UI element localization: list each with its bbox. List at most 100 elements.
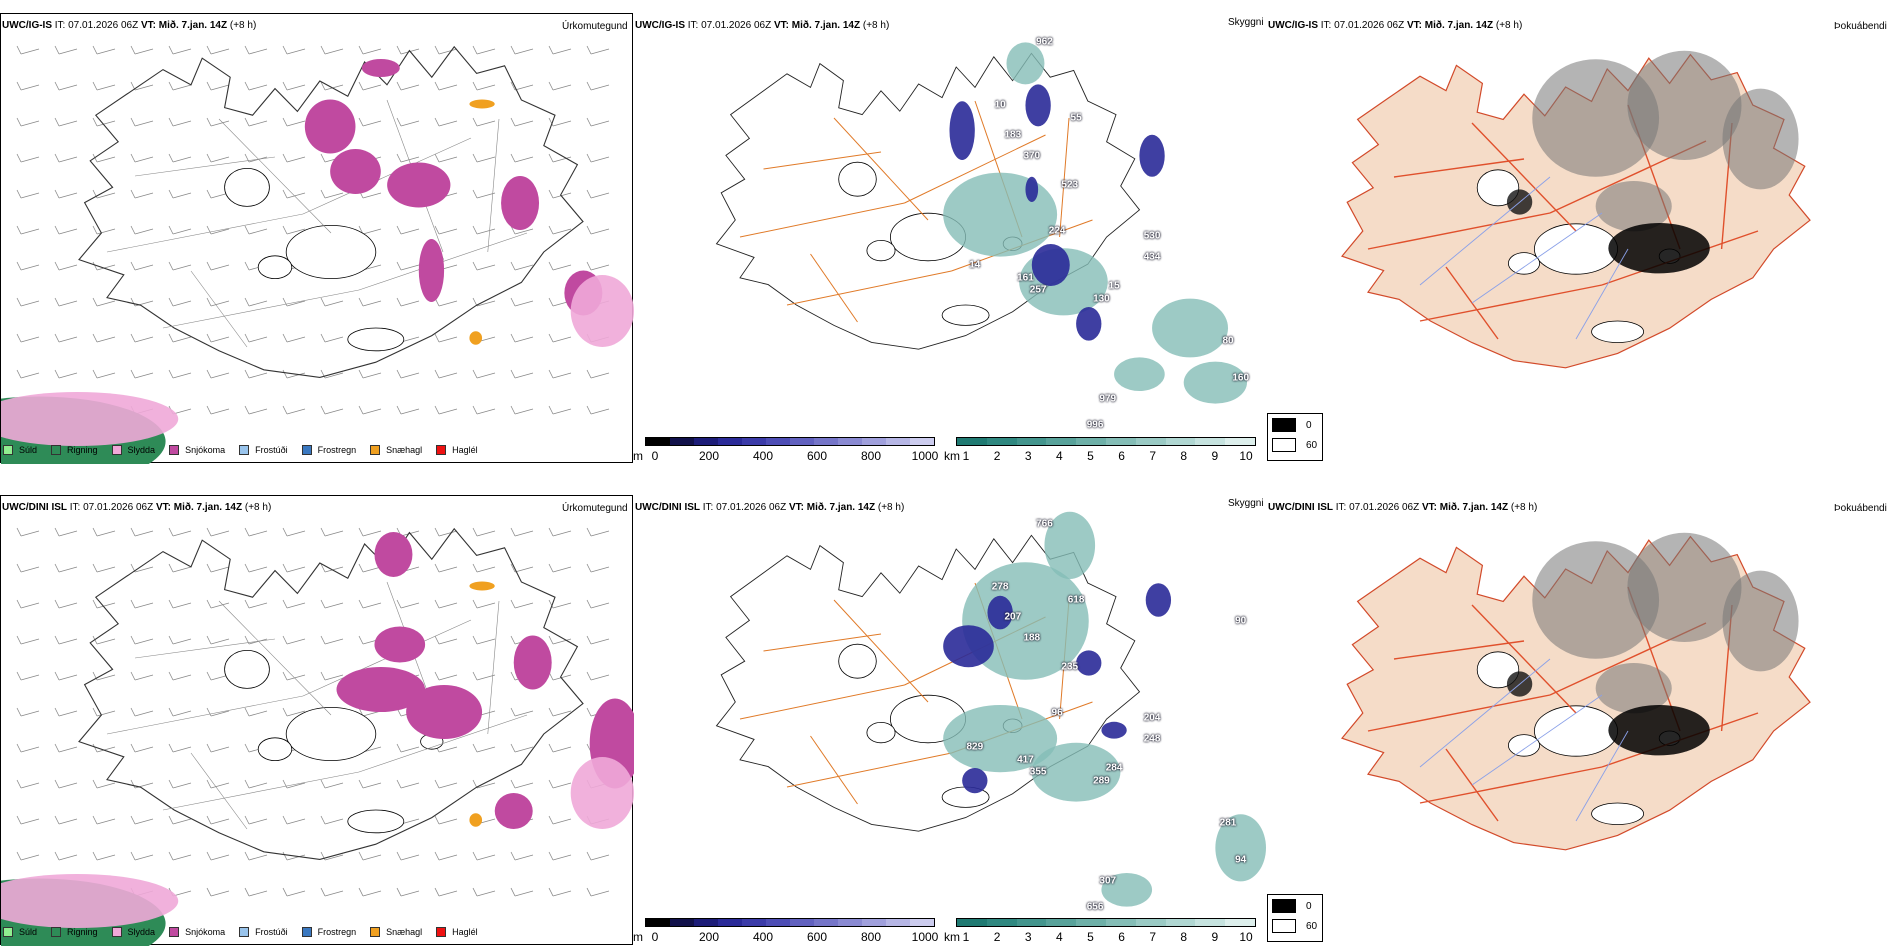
wind-barb <box>472 635 496 645</box>
it-value: 07.01.2026 06Z <box>1349 502 1420 513</box>
glacier-outline <box>838 643 877 679</box>
colorbar-unit: km <box>944 930 960 944</box>
legend-swatch <box>51 927 62 937</box>
legend-label: Slydda <box>127 445 156 455</box>
cloud-base-value: 90 <box>1235 615 1247 627</box>
fog-index-area <box>1532 541 1660 659</box>
snow-pellet-area <box>469 813 483 827</box>
wind-barb <box>168 189 192 199</box>
wind-barb <box>282 189 306 199</box>
sleet-area <box>570 275 634 347</box>
forecast-offset: (+8 h) <box>1495 20 1523 31</box>
map-header: UWC/DINI ISL IT: 07.01.2026 06Z VT: Mið.… <box>1268 502 1537 513</box>
wind-barb <box>54 563 78 573</box>
wind-barb <box>548 779 572 789</box>
wind-barb <box>54 117 78 127</box>
cloud-base-value: 14 <box>969 259 981 271</box>
wind-barb <box>130 671 154 681</box>
wind-barb <box>54 45 78 55</box>
it-value: 07.01.2026 06Z <box>716 502 787 513</box>
cloud-base-colorbar: m 0 200 400 600 800 1000 <box>633 918 938 944</box>
fog-legend-row: 60 <box>1272 438 1317 452</box>
colorbar-segment <box>886 438 910 445</box>
vt-label: VT: <box>1421 502 1437 513</box>
cloud-base-value: 996 <box>1086 419 1104 431</box>
wind-barb <box>92 333 116 343</box>
fog-index-area <box>1722 570 1799 672</box>
wind-barb <box>16 369 40 379</box>
legend-item-4: Frostúði <box>239 927 288 937</box>
snow-area <box>336 667 426 712</box>
wind-barb <box>92 369 116 379</box>
it-label: IT: <box>687 20 699 31</box>
model-name: UWC/IG-IS <box>2 20 52 31</box>
wind-barb <box>472 743 496 753</box>
glacier-outline <box>257 737 293 762</box>
wind-barb <box>586 117 610 127</box>
wind-barb <box>510 81 534 91</box>
colorbar-segment <box>670 438 694 445</box>
wind-barb <box>130 261 154 271</box>
cloud-base-value: 284 <box>1105 762 1123 774</box>
legend-label: Frostúði <box>255 927 288 937</box>
wind-barb <box>54 225 78 235</box>
fog-index-legend: 0 60 <box>1267 894 1323 942</box>
wind-barb <box>54 671 78 681</box>
wind-barb <box>206 851 230 861</box>
legend-swatch <box>370 445 381 455</box>
wind-barb <box>130 599 154 609</box>
legend-swatch <box>169 445 180 455</box>
vt-value: Mið. 7.jan. 14Z <box>1439 502 1509 513</box>
legend-swatch <box>301 445 312 455</box>
colorbar-strip <box>956 437 1256 446</box>
wind-barb <box>244 887 268 897</box>
colorbar-segment <box>718 919 742 926</box>
snow-area <box>501 176 540 230</box>
legend-label: Snæhagl <box>386 927 423 937</box>
wind-barb <box>510 707 534 717</box>
colorbar-tick: 6 <box>1118 930 1125 944</box>
colorbar-tick: 1 <box>962 930 970 944</box>
legend-item-5: Frostregn <box>301 927 356 937</box>
wind-barb <box>54 189 78 199</box>
wind-barb <box>92 707 116 717</box>
iceland-coastline <box>78 45 584 378</box>
road-line <box>106 213 304 253</box>
wind-barb <box>434 563 458 573</box>
road-line <box>786 270 952 306</box>
glacier-outline <box>285 706 377 761</box>
wind-barb <box>586 225 610 235</box>
glacier-outline <box>1507 252 1540 275</box>
colorbar-segment <box>838 919 862 926</box>
road-line <box>786 752 952 788</box>
low-cloud-base-area <box>1031 244 1070 286</box>
sleet-area <box>570 757 634 829</box>
wind-barb <box>92 297 116 307</box>
wind-barb <box>16 851 40 861</box>
wind-barb <box>434 851 458 861</box>
wind-barb <box>282 297 306 307</box>
colorbar-tick: 5 <box>1087 449 1094 463</box>
wind-barb <box>206 81 230 91</box>
wind-barb <box>244 563 268 573</box>
wind-barb <box>472 599 496 609</box>
visibility-colorbar: km 1 2 3 4 5 6 7 8 9 10 <box>944 437 1264 463</box>
road-line <box>1471 604 1577 714</box>
legend-swatch <box>169 927 180 937</box>
glacier-outline <box>1591 802 1645 826</box>
colorbar-segment <box>1016 438 1047 445</box>
legend-label: Snjókoma <box>185 445 226 455</box>
map-header: UWC/IG-IS IT: 07.01.2026 06Z VT: Mið. 7.… <box>2 20 256 31</box>
cloud-base-value: 235 <box>1061 661 1079 673</box>
colorbar-segment <box>766 919 790 926</box>
colorbar-segment <box>957 919 987 926</box>
colorbar-segment <box>814 919 838 926</box>
wind-barb <box>320 527 344 537</box>
wind-barb <box>206 405 230 415</box>
wind-barb <box>586 153 610 163</box>
fog-legend-label: 0 <box>1306 419 1312 431</box>
road-line <box>190 752 248 830</box>
wind-barb <box>548 815 572 825</box>
colorbar-tick: 4 <box>1055 449 1063 463</box>
cloud-base-value: 96 <box>1051 707 1063 719</box>
